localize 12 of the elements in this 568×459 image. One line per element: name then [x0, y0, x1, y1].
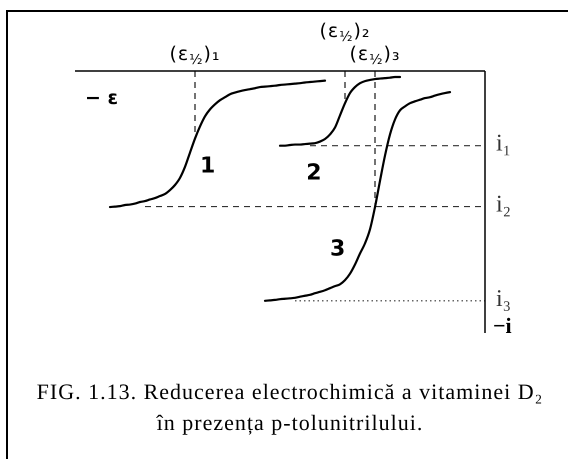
series-label: 1: [200, 153, 216, 178]
x-tick-label: (ε$_{½}$)₂: [320, 20, 370, 46]
series-label: i₁: [496, 130, 512, 157]
x-axis-title: − ε: [85, 87, 118, 109]
series-label: i₃: [496, 286, 512, 312]
x-tick-label: (ε$_{½}$)₃: [350, 43, 400, 68]
y-axis-title: −i: [493, 313, 512, 338]
series-label: 2: [306, 160, 322, 186]
caption: FIG. 1.13. Reducerea electrochimică a vitaminei D₂ în prezența p-tolunitrilului.: [36, 378, 544, 437]
series-label: 3: [330, 236, 346, 262]
series-label: i₂: [496, 192, 512, 218]
x-tick-label: (ε$_{½}$)₁: [170, 43, 220, 68]
